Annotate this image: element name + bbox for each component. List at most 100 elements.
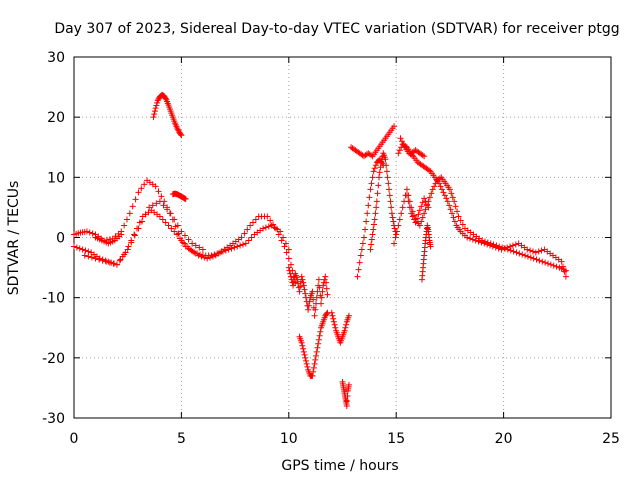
data-point [185, 236, 192, 243]
data-point [386, 192, 393, 199]
x-axis-label: GPS time / hours [281, 458, 398, 474]
data-point [305, 302, 312, 309]
data-point [300, 279, 307, 286]
data-point [449, 194, 456, 201]
series-arc-g2 [397, 135, 569, 280]
data-point [103, 258, 110, 265]
data-point [522, 252, 529, 259]
data-point [436, 180, 443, 187]
data-point [516, 250, 523, 257]
data-point [248, 234, 255, 241]
data-point [313, 294, 320, 301]
data-point [315, 276, 322, 283]
series-arc-g4 [418, 222, 434, 283]
data-points [71, 91, 569, 409]
data-point [313, 352, 320, 359]
data-point [83, 228, 90, 235]
series-arc-a4 [92, 231, 125, 247]
data-point [372, 162, 379, 169]
data-point [252, 216, 259, 223]
data-point [507, 243, 514, 250]
data-point [88, 254, 95, 261]
data-point [113, 261, 120, 268]
chart-title: Day 307 of 2023, Sidereal Day-to-day VTE… [54, 21, 619, 37]
data-point [536, 257, 543, 264]
data-point [260, 225, 267, 232]
data-point [484, 241, 491, 248]
data-point [524, 253, 531, 260]
data-point [162, 95, 169, 102]
data-point [332, 324, 339, 331]
x-tick-label: 25 [602, 431, 620, 447]
data-point [299, 342, 306, 349]
data-point [561, 268, 568, 275]
data-point [138, 185, 145, 192]
series-arc-f [348, 123, 398, 160]
data-point [369, 174, 376, 181]
data-point [306, 298, 313, 305]
data-point [357, 252, 364, 259]
data-point [323, 285, 330, 292]
data-point [264, 213, 271, 220]
series-arc-b2 [169, 190, 189, 202]
data-point [285, 255, 292, 262]
data-point [344, 392, 351, 399]
data-point [301, 286, 308, 293]
data-point [451, 218, 458, 225]
data-point [398, 210, 405, 217]
data-point [85, 253, 92, 260]
data-point [386, 186, 393, 193]
data-point [178, 228, 185, 235]
data-point [151, 111, 158, 118]
data-point [281, 243, 288, 250]
data-point [532, 249, 539, 256]
data-point [452, 203, 459, 210]
data-point [301, 351, 308, 358]
data-point [79, 246, 86, 253]
data-point [495, 245, 502, 252]
data-point [287, 270, 294, 277]
data-point [501, 245, 508, 252]
data-point [364, 210, 371, 217]
data-point [562, 273, 569, 280]
data-point [303, 360, 310, 367]
data-point [152, 105, 159, 112]
data-point [242, 240, 249, 247]
data-point [311, 312, 318, 319]
data-point [152, 183, 159, 190]
data-point [440, 189, 447, 196]
data-point [366, 194, 373, 201]
data-point [383, 168, 390, 175]
data-point [272, 225, 279, 232]
data-point [280, 234, 287, 241]
data-point [498, 246, 505, 253]
data-point [398, 138, 405, 145]
data-point [171, 228, 178, 235]
data-point [426, 167, 433, 174]
data-point [406, 204, 413, 211]
series-arc-g [391, 174, 569, 274]
data-point [156, 213, 163, 220]
data-point [174, 126, 181, 133]
data-point [275, 231, 282, 238]
data-point [125, 243, 132, 250]
y-tick-label: 10 [47, 170, 65, 186]
data-point [368, 241, 375, 248]
data-point [421, 195, 428, 202]
data-point [290, 282, 297, 289]
data-point [116, 257, 123, 264]
data-point [371, 216, 378, 223]
data-point [419, 214, 426, 221]
data-point [391, 225, 398, 232]
data-point [446, 202, 453, 209]
data-point [447, 206, 454, 213]
series-arc-c [285, 264, 331, 319]
data-point [76, 245, 83, 252]
series-arc-e2 [339, 378, 352, 409]
data-point [318, 300, 325, 307]
data-point [524, 246, 531, 253]
data-point [204, 255, 211, 262]
data-point [318, 294, 325, 301]
data-point [299, 276, 306, 283]
data-point [481, 240, 488, 247]
